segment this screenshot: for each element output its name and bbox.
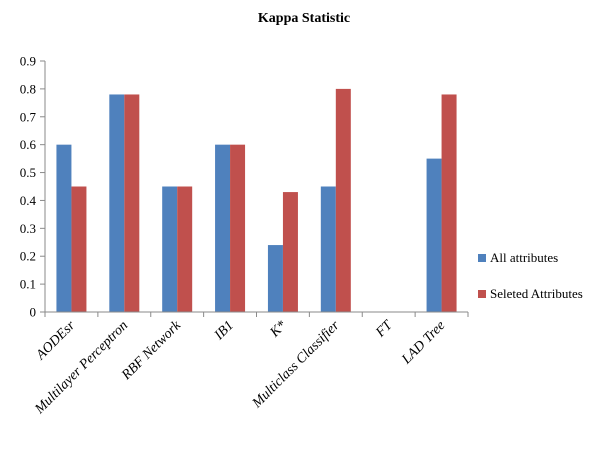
bar-all-attributes xyxy=(162,186,178,312)
y-tick-label: 0.1 xyxy=(20,277,36,292)
bar-selected-attributes xyxy=(124,94,140,312)
bar-all-attributes xyxy=(426,158,442,312)
legend-label: All attributes xyxy=(490,250,558,265)
chart-title: Kappa Statistic xyxy=(258,11,350,26)
y-tick-label: 0.9 xyxy=(20,54,36,69)
y-tick-label: 0.8 xyxy=(20,81,36,96)
legend-label: Seleted Attributes xyxy=(490,286,583,301)
bar-selected-attributes xyxy=(230,144,246,312)
legend-swatch xyxy=(478,254,486,262)
x-tick-label: Multiclass Classifier xyxy=(249,318,343,412)
x-tick-label: IB1 xyxy=(211,318,237,344)
bars xyxy=(56,88,457,312)
bar-all-attributes xyxy=(109,94,125,312)
bar-selected-attributes xyxy=(335,88,351,312)
x-tick-label: AODEsr xyxy=(33,318,79,364)
y-tick-label: 0 xyxy=(30,305,37,320)
y-tick-label: 0.5 xyxy=(20,165,36,180)
x-tick-label: Multilayer Perceptron xyxy=(32,318,131,417)
bar-selected-attributes xyxy=(71,186,87,312)
x-tick-label: LAD Tree xyxy=(399,318,449,368)
bar-selected-attributes xyxy=(282,192,298,312)
y-tick-label: 0.4 xyxy=(20,193,37,208)
y-tick-label: 0.3 xyxy=(20,221,36,236)
bar-all-attributes xyxy=(215,144,231,312)
legend-swatch xyxy=(478,290,486,298)
bar-all-attributes xyxy=(267,245,283,312)
y-axis: 0 0.1 0.2 0.3 0.4 0.5 0.6 0.7 0.8 0.9 xyxy=(20,54,46,320)
x-tick-label: FT xyxy=(373,317,397,341)
bar-selected-attributes xyxy=(177,186,193,312)
y-tick-label: 0.2 xyxy=(20,249,36,264)
x-tick-label: K* xyxy=(267,318,290,341)
y-tick-label: 0.6 xyxy=(20,137,37,152)
legend: All attributes Seleted Attributes xyxy=(478,250,583,301)
bar-selected-attributes xyxy=(441,94,457,312)
bar-all-attributes xyxy=(56,144,72,312)
y-tick-label: 0.7 xyxy=(20,109,37,124)
bar-all-attributes xyxy=(320,186,336,312)
